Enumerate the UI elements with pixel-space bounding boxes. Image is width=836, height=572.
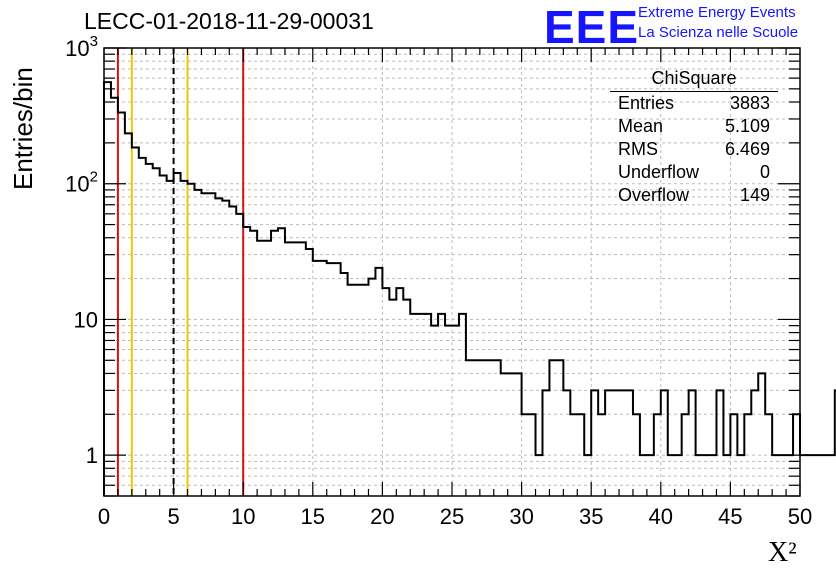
stats-box: ChiSquare Entries 3883 Mean 5.109 RMS 6.469… <box>610 68 778 207</box>
stats-label: Overflow <box>618 185 690 205</box>
histogram-series <box>103 81 836 496</box>
y-tick-label: 102 <box>65 169 98 197</box>
y-tick-exponent: 3 <box>90 33 98 50</box>
y-tick-label: 10 <box>74 307 98 332</box>
stats-value: 5.109 <box>724 116 770 136</box>
x-tick-label: 35 <box>579 504 603 529</box>
stats-row: Entries 3883 <box>610 92 778 115</box>
stats-row: Mean 5.109 <box>610 115 778 138</box>
stats-row: RMS 6.469 <box>610 138 778 161</box>
y-tick-label: 103 <box>65 33 98 61</box>
stats-row: Overflow 149 <box>610 184 778 207</box>
x-axis-label: X² <box>768 537 797 568</box>
stats-label: RMS <box>618 139 658 159</box>
y-tick-label: 1 <box>86 443 98 468</box>
stats-value: 0 <box>759 162 770 182</box>
stats-label: Mean <box>618 116 664 136</box>
x-tick-label: 10 <box>231 504 255 529</box>
x-tick-label: 30 <box>509 504 533 529</box>
stats-label: Entries <box>618 93 675 113</box>
x-tick-label: 0 <box>98 504 110 529</box>
x-tick-label: 40 <box>649 504 673 529</box>
x-axis-ticks: 0 5 10 15 20 25 30 35 40 45 50 <box>98 48 812 529</box>
stats-title: ChiSquare <box>610 68 778 92</box>
stats-label: Underflow <box>618 162 700 182</box>
y-tick-exponent: 2 <box>90 169 98 186</box>
eee-logo: EEE <box>544 1 640 53</box>
x-tick-label: 50 <box>788 504 812 529</box>
y-axis-label: Entries/bin <box>8 67 38 190</box>
reference-lines <box>116 48 245 496</box>
logo-line-1: Extreme Energy Events <box>638 4 796 21</box>
x-tick-label: 5 <box>167 504 179 529</box>
logo-line-2: La Scienza nelle Scuole <box>638 24 799 41</box>
stats-value: 6.469 <box>724 139 770 159</box>
stats-row: Underflow 0 <box>610 161 778 184</box>
x-tick-label: 15 <box>301 504 325 529</box>
stats-value: 3883 <box>729 93 770 113</box>
x-tick-label: 45 <box>718 504 742 529</box>
y-axis-ticks: 1 10 102 103 <box>65 33 800 497</box>
chart-title: LECC-01-2018-11-29-00031 <box>84 8 374 34</box>
x-tick-label: 20 <box>370 504 394 529</box>
x-tick-label: 25 <box>440 504 464 529</box>
stats-value: 149 <box>739 185 770 205</box>
